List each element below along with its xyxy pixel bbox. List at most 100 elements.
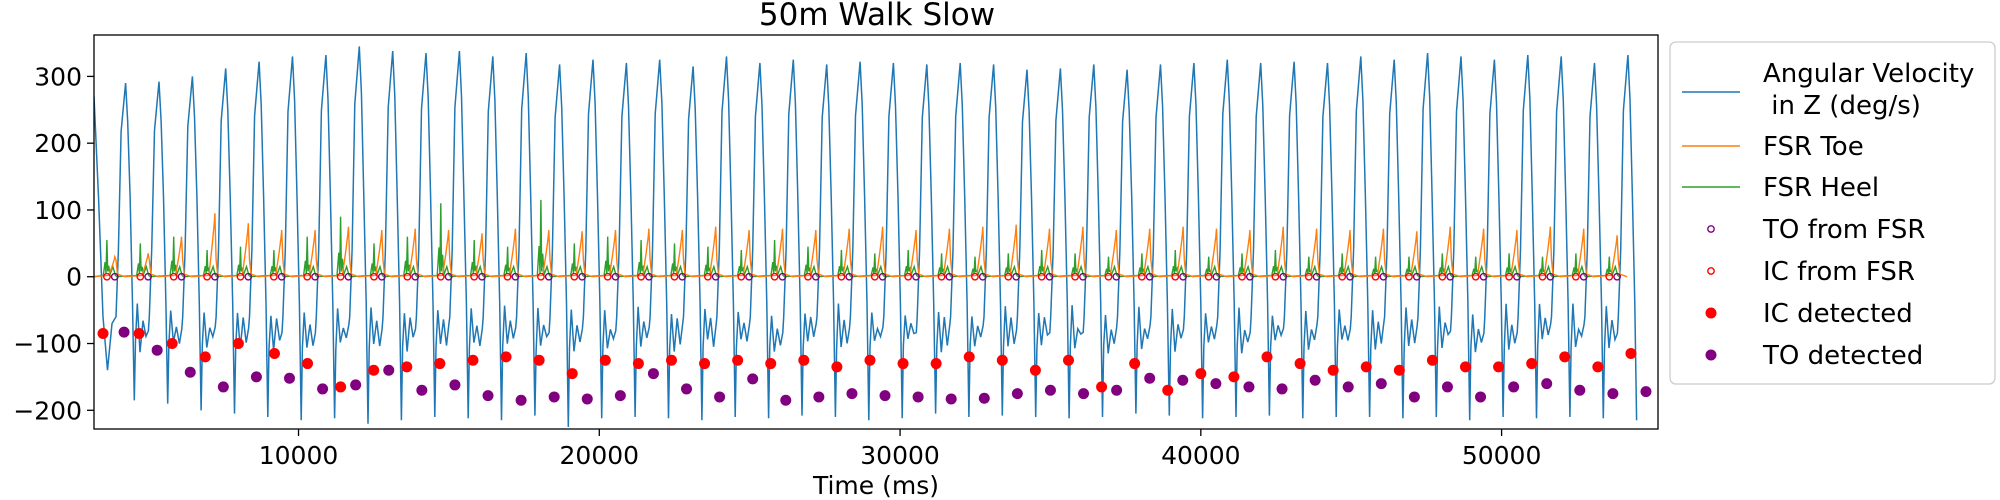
ic-detected-point [1294, 358, 1306, 370]
to-from-fsr-point [377, 272, 386, 281]
ic-from-fsr-point [1071, 272, 1080, 281]
to-from-fsr-point [811, 272, 820, 281]
to-detected-point [978, 392, 990, 404]
ic-from-fsr-point [1204, 272, 1213, 281]
to-detected-point [1607, 388, 1619, 400]
to-from-fsr-point [1346, 272, 1354, 281]
to-from-fsr-point [1279, 272, 1288, 281]
ic-from-fsr-point [1571, 272, 1580, 281]
ic-from-fsr-point [336, 272, 345, 281]
to-detected-point [250, 371, 262, 383]
to-detected-point [714, 391, 726, 403]
ic-detected-point [1493, 361, 1505, 373]
ic-from-fsr-point [1004, 272, 1013, 281]
to-detected-point [846, 388, 858, 400]
legend-label: FSR Toe [1763, 132, 1864, 162]
to-from-fsr-point [845, 272, 854, 281]
ic-from-fsr-point [870, 272, 879, 281]
ic-from-fsr-point [1438, 272, 1447, 281]
ic-detected-point [1426, 354, 1438, 366]
to-from-fsr-point [1245, 272, 1254, 281]
ic-from-fsr-point [1104, 272, 1113, 281]
to-from-fsr-point [745, 272, 753, 281]
to-from-fsr-point [978, 272, 987, 281]
to-detected-point [1144, 372, 1156, 384]
to-from-fsr-point [1379, 272, 1388, 281]
ic-detected-point [996, 354, 1008, 366]
ic-from-fsr-point [1171, 272, 1180, 281]
to-from-fsr-point [1446, 272, 1455, 281]
ic-from-fsr-point [203, 272, 211, 281]
to-detected-point [1111, 384, 1123, 396]
legend-box [1669, 41, 1996, 385]
ic-from-fsr-point [236, 272, 245, 281]
ic-detected-point [1625, 348, 1637, 360]
to-detected-point [581, 393, 593, 405]
to-detected-point [1574, 384, 1586, 396]
ic-detected-point [500, 351, 512, 363]
series-angular-velocity-line [94, 46, 1638, 428]
ic-from-fsr-point [770, 272, 779, 281]
to-detected-point [945, 393, 957, 405]
to-from-fsr-point [1579, 272, 1588, 281]
chart-title: 50m Walk Slow [759, 0, 995, 33]
ic-detected-point [1460, 361, 1472, 373]
to-detected-point [1441, 381, 1453, 393]
legend-swatch [1705, 307, 1717, 319]
ic-from-fsr-point [1471, 272, 1480, 281]
to-detected-point [912, 391, 924, 403]
ic-from-fsr-point [737, 272, 746, 281]
ic-detected-point [1096, 381, 1108, 393]
to-from-fsr-point [1412, 272, 1421, 281]
ic-detected-point [166, 338, 178, 350]
ic-from-fsr-point [1371, 272, 1380, 281]
to-from-fsr-point [1179, 272, 1187, 281]
ic-detected-point [533, 354, 545, 366]
legend-label: IC from FSR [1763, 257, 1915, 287]
x-tick-label: 40000 [1161, 441, 1241, 470]
ic-detected-point [199, 351, 211, 363]
to-from-fsr-point [1145, 272, 1154, 281]
ic-detected-point [335, 381, 347, 393]
to-detected-point [1541, 378, 1553, 390]
to-detected-point [1078, 388, 1090, 400]
ic-detected-point [268, 348, 280, 360]
to-from-fsr-point [778, 272, 787, 281]
to-from-fsr-point [1613, 272, 1621, 281]
to-from-fsr-point [1212, 272, 1221, 281]
to-detected-point [284, 372, 295, 384]
legend: Angular Velocity in Z (deg/s) FSR Toe FSR … [1669, 41, 1996, 385]
ic-from-fsr-point [403, 272, 412, 281]
ic-detected-point [963, 351, 975, 363]
to-from-fsr-point [611, 272, 620, 281]
ic-from-fsr-point [1338, 272, 1347, 281]
ic-detected-point [232, 338, 244, 350]
to-detected-point [879, 390, 891, 402]
to-detected-point [1475, 391, 1487, 403]
to-from-fsr-point [511, 272, 520, 281]
legend-swatch [1707, 225, 1715, 233]
ic-detected-point [97, 328, 109, 340]
ic-from-fsr-point [637, 272, 645, 281]
ic-detected-point [1162, 384, 1174, 396]
y-tick-label: −100 [13, 330, 82, 359]
to-from-fsr-point [1513, 272, 1521, 281]
to-detected-point [1640, 386, 1652, 398]
ic-from-fsr-point [537, 272, 545, 281]
ic-from-fsr-point [503, 272, 512, 281]
x-tick-label: 30000 [860, 441, 940, 470]
ic-from-fsr-point [670, 272, 679, 281]
series-fsr-toe-line [94, 213, 1628, 278]
ic-from-fsr-point [570, 272, 579, 281]
ic-detected-point [1393, 364, 1405, 376]
ic-detected-point [434, 358, 446, 370]
to-detected-point [1276, 383, 1288, 395]
ic-detected-point [1261, 351, 1273, 363]
to-from-fsr-point [344, 272, 353, 281]
to-from-fsr-point [1079, 272, 1087, 281]
legend-label: IC detected [1763, 299, 1913, 329]
to-detected-point [548, 391, 560, 403]
y-tick-label: 200 [34, 129, 82, 158]
to-from-fsr-point [1479, 272, 1488, 281]
to-detected-point [1210, 378, 1222, 390]
